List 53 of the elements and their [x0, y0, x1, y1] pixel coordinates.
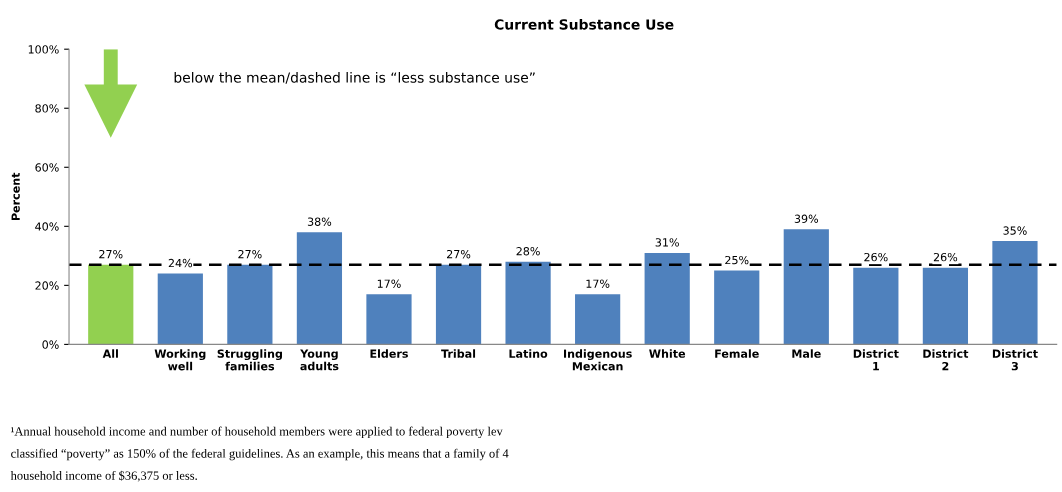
bar — [435, 264, 482, 345]
y-tick-label: 60% — [35, 163, 59, 172]
data-label: 17% — [377, 279, 401, 288]
y-axis-title: Percent — [11, 172, 20, 221]
bar — [505, 261, 551, 345]
data-label: 25% — [725, 255, 749, 265]
x-tick-label: Tribal — [441, 349, 476, 358]
bar — [714, 270, 760, 345]
bar — [88, 264, 134, 345]
bar — [644, 252, 690, 345]
bar — [296, 232, 343, 345]
data-label: 26% — [933, 252, 958, 262]
x-tick-label: District 1 — [853, 349, 899, 371]
y-tick-label: 20% — [35, 281, 59, 290]
data-label: 35% — [1003, 226, 1027, 235]
y-tick-label: 0% — [42, 340, 59, 349]
bar — [992, 241, 1038, 345]
data-label: 27% — [99, 249, 123, 259]
data-label: 39% — [794, 214, 819, 223]
data-label: 17% — [586, 279, 610, 288]
y-tick-label: 80% — [35, 104, 59, 113]
text: household income of $36,375 or less. — [10, 470, 197, 482]
annotation: below the mean/dashed line is “less substance use” — [174, 72, 535, 84]
text: classified “poverty” as 150% of the federal guidelines. As an example, this means that a family of 4 — [11, 448, 509, 461]
data-label: 38% — [307, 217, 332, 226]
data-label: 24% — [168, 258, 193, 268]
x-tick-label: Male — [792, 349, 821, 358]
data-label: 27% — [447, 249, 471, 259]
y-tick-label: 100% — [28, 45, 59, 54]
x-tick-label: Struggling families — [217, 349, 282, 371]
y-tick-label: 40% — [35, 222, 59, 231]
x-tick-label: District 2 — [923, 349, 969, 371]
x-tick-label: All — [102, 349, 118, 358]
x-tick-label: Female — [715, 349, 759, 358]
chart-title: Current Substance Use — [494, 18, 674, 30]
bar — [227, 264, 273, 345]
bar — [366, 294, 412, 345]
x-tick-label: District 3 — [992, 349, 1038, 371]
x-tick-label: Elders — [370, 349, 408, 358]
data-label: 27% — [238, 249, 262, 259]
x-tick-label: Young adults — [300, 349, 339, 371]
bar — [783, 229, 829, 345]
data-label: 31% — [655, 238, 679, 247]
x-tick-label: Working well — [154, 349, 206, 371]
x-tick-label: White — [649, 349, 686, 358]
data-label: 26% — [864, 252, 888, 262]
data-label: 28% — [516, 247, 540, 256]
bar — [157, 273, 203, 345]
x-tick-label: Indigenous Mexican — [563, 349, 632, 371]
bar — [853, 267, 899, 345]
x-tick-label: Latino — [509, 349, 548, 358]
bar — [575, 294, 621, 345]
text: ¹Annual household income and number of household members were applied to federal poverty lev — [11, 426, 503, 439]
